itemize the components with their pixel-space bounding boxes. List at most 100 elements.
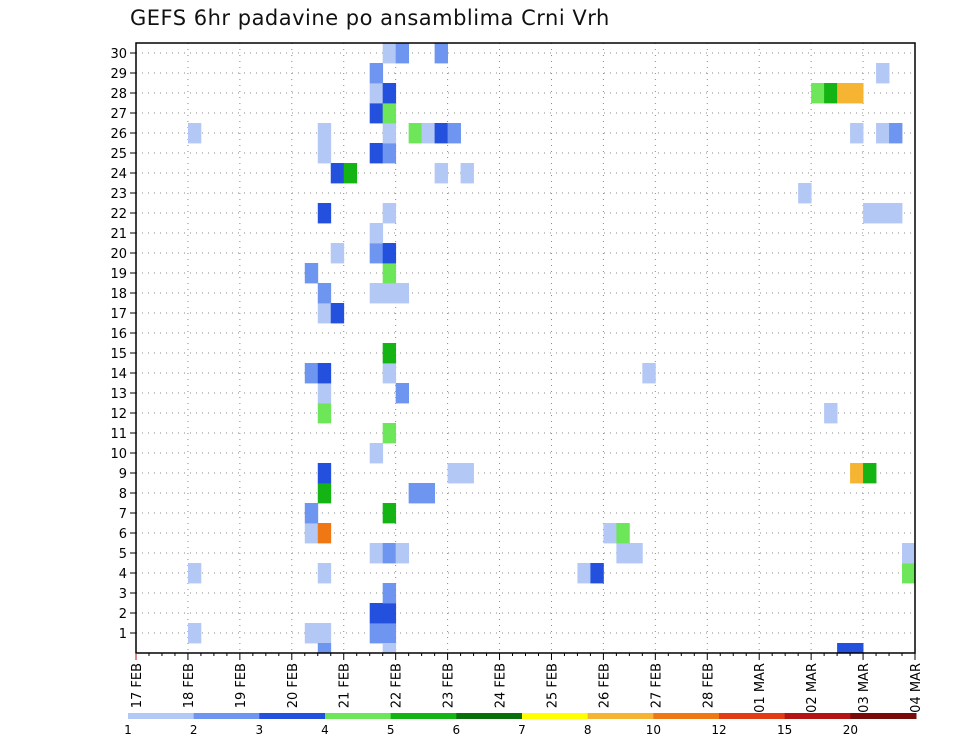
heatmap-cell xyxy=(824,83,838,104)
y-tick-label: 19 xyxy=(110,267,127,282)
legend-label: 7 xyxy=(518,723,526,737)
heatmap-cell xyxy=(460,463,474,484)
x-tick-label: 21 FEB xyxy=(338,663,353,708)
legend-swatch xyxy=(719,713,786,719)
heatmap-cell xyxy=(876,63,890,84)
heatmap-cell xyxy=(395,383,410,404)
legend-label: 20 xyxy=(843,723,858,737)
heatmap-cell xyxy=(850,463,864,484)
heatmap-cell xyxy=(187,123,202,144)
legend-label: 3 xyxy=(256,723,264,737)
heatmap-cell xyxy=(382,503,397,524)
heatmap-cell xyxy=(382,543,397,564)
y-tick-label: 6 xyxy=(119,527,127,542)
y-tick-label: 2 xyxy=(119,607,127,622)
legend-label: 15 xyxy=(777,723,792,737)
heatmap-cell xyxy=(382,623,397,644)
heatmap-cell xyxy=(642,363,656,384)
heatmap-cell xyxy=(317,523,332,544)
y-tick-label: 14 xyxy=(110,367,127,382)
heatmap-cell xyxy=(863,203,877,224)
heatmap-cell xyxy=(408,123,423,144)
legend-label: 8 xyxy=(584,723,592,737)
heatmap-cell xyxy=(369,623,384,644)
legend-label: 10 xyxy=(646,723,661,737)
y-tick-label: 9 xyxy=(119,467,127,482)
heatmap-cell xyxy=(382,243,397,264)
x-tick-label: 23 FEB xyxy=(442,663,457,708)
heatmap-cell xyxy=(369,63,384,84)
y-tick-label: 23 xyxy=(110,187,127,202)
legend-swatch xyxy=(850,713,917,719)
heatmap-cell xyxy=(434,43,448,64)
y-axis-ticks: 1234567891011121314151617181920212223242… xyxy=(110,47,136,642)
y-tick-label: 7 xyxy=(119,507,127,522)
legend-swatch xyxy=(128,713,195,719)
heatmap-cell xyxy=(369,143,384,164)
x-tick-label: 28 FEB xyxy=(701,663,716,708)
y-tick-label: 18 xyxy=(110,287,127,302)
legend-swatch xyxy=(522,713,589,719)
legend-label: 5 xyxy=(387,723,395,737)
y-tick-label: 4 xyxy=(119,567,127,582)
heatmap-cell xyxy=(837,643,851,654)
heatmap-cell xyxy=(317,123,332,144)
legend-label: 12 xyxy=(711,723,726,737)
heatmap-cell xyxy=(577,563,591,584)
legend-swatch xyxy=(259,713,326,719)
heatmap-cell xyxy=(369,543,384,564)
heatmap-cell xyxy=(382,363,397,384)
heatmap-cell xyxy=(343,163,358,184)
plot-frame xyxy=(135,42,916,654)
heatmap-cell xyxy=(616,523,630,544)
y-tick-label: 29 xyxy=(110,67,127,82)
heatmap-cell xyxy=(317,203,332,224)
heatmap-cell xyxy=(603,523,617,544)
heatmap-cell xyxy=(395,283,410,304)
y-tick-label: 12 xyxy=(110,407,127,422)
heatmap-cell xyxy=(447,123,461,144)
chart-title: GEFS 6hr padavine po ansamblima Crni Vrh xyxy=(130,6,610,30)
heatmap-cell xyxy=(408,483,423,504)
x-tick-label: 25 FEB xyxy=(545,663,560,708)
heatmap-cell xyxy=(369,603,384,624)
heatmap-cell xyxy=(330,163,345,184)
legend-swatch xyxy=(784,713,851,719)
heatmap-cell xyxy=(863,463,877,484)
heatmap-cells xyxy=(187,43,916,654)
heatmap-cell xyxy=(876,123,890,144)
heatmap-cell xyxy=(395,543,410,564)
x-tick-label: 01 MAR xyxy=(753,663,768,713)
heatmap-cell xyxy=(382,143,397,164)
heatmap-cell xyxy=(369,283,384,304)
heatmap-cell xyxy=(850,123,864,144)
legend-swatch xyxy=(456,713,523,719)
heatmap-cell xyxy=(889,123,903,144)
heatmap-cell xyxy=(317,563,332,584)
color-legend: 1 2 3 4 5 6 7 8 10 12 15 20 xyxy=(124,713,917,737)
heatmap-cell xyxy=(304,363,319,384)
y-tick-label: 8 xyxy=(119,487,127,502)
heatmap-cell xyxy=(369,443,384,464)
x-tick-label: 17 FEB xyxy=(130,663,145,708)
heatmap-cell xyxy=(369,83,384,104)
x-tick-label: 03 MAR xyxy=(857,663,872,713)
y-tick-label: 13 xyxy=(110,387,127,402)
x-tick-label: 22 FEB xyxy=(390,663,405,708)
heatmap-cell xyxy=(629,543,643,564)
y-tick-label: 5 xyxy=(119,547,127,562)
x-axis-ticks: 17 FEB 18 FEB 19 FEB 20 FEB 21 FEB 22 FEB 23 F… xyxy=(130,653,924,713)
heatmap-cell xyxy=(850,83,864,104)
heatmap-cell xyxy=(304,623,319,644)
x-tick-label: 24 FEB xyxy=(494,663,509,708)
heatmap-cell xyxy=(876,203,890,224)
legend-swatch xyxy=(653,713,720,719)
x-tick-label: 18 FEB xyxy=(182,663,197,708)
heatmap-cell xyxy=(317,303,332,324)
heatmap-cell xyxy=(382,423,397,444)
heatmap-cell xyxy=(317,463,332,484)
heatmap-cell xyxy=(304,503,319,524)
heatmap-cell xyxy=(811,83,825,104)
heatmap-cell xyxy=(434,163,448,184)
